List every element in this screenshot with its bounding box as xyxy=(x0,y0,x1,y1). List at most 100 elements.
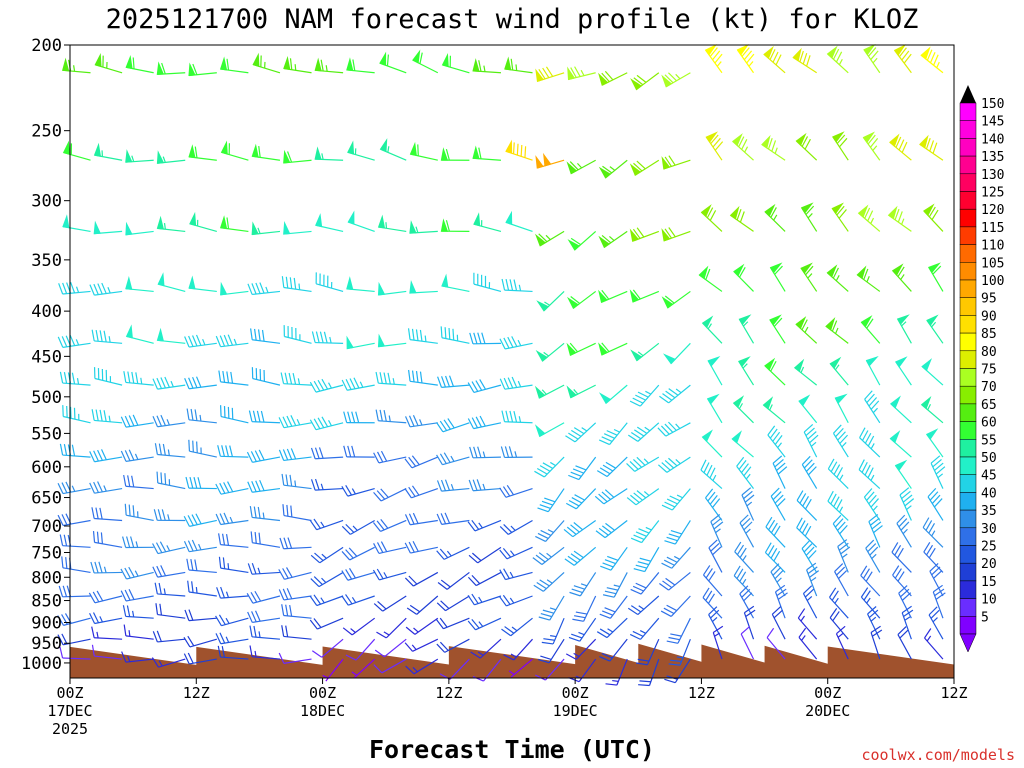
barb-325-7-flag-0 xyxy=(125,221,133,236)
barb-990-13-barb-1 xyxy=(187,652,194,664)
barb-690-1-shaft xyxy=(62,519,91,526)
barb-270-64-barb-1 xyxy=(738,136,745,148)
barb-485-34-barb-3 xyxy=(419,371,423,384)
barb-840-61-barb-2 xyxy=(708,571,716,582)
barb-635-1-barb-0 xyxy=(57,483,64,494)
colorbar-swatch-115 xyxy=(959,226,977,245)
barb-270-13 xyxy=(188,144,217,161)
barb-485-22-half-4 xyxy=(297,378,301,385)
barb-485-46 xyxy=(534,384,565,399)
barb-840-25-half-2 xyxy=(320,597,325,604)
barb-890-79-barb-1 xyxy=(900,588,910,598)
barb-635-4-barb-1 xyxy=(93,481,99,493)
barb-790-4-shaft xyxy=(94,571,123,574)
barb-585-70-barb-0 xyxy=(803,423,814,433)
barb-325-16-barb-1 xyxy=(226,217,230,229)
barb-270-43-flag-0 xyxy=(505,139,513,154)
barb-270-10-flag-0 xyxy=(156,150,165,164)
barb-690-4-barb-2 xyxy=(99,507,103,520)
barb-690-10-barb-2 xyxy=(161,509,166,521)
barb-585-34 xyxy=(404,455,439,469)
barb-890-58-barb-0 xyxy=(666,640,679,644)
barb-325-52-flag-0 xyxy=(598,235,611,249)
barb-585-7 xyxy=(120,449,154,462)
barb-215-73 xyxy=(826,45,849,74)
barb-325-70-flag-0 xyxy=(800,202,814,214)
barb-890-46-shaft xyxy=(552,617,565,645)
barb-585-7-shaft xyxy=(125,456,154,462)
barb-990-31-barb-0 xyxy=(373,664,383,674)
barb-435-34-barb-1 xyxy=(411,328,415,341)
barb-990-28 xyxy=(351,658,376,679)
barb-485-43-barb-3 xyxy=(511,376,518,388)
barb-690-40-half-2 xyxy=(478,522,483,529)
barb-940-64 xyxy=(743,605,756,640)
barb-435-70 xyxy=(795,316,818,344)
barb-270-58 xyxy=(661,155,691,170)
barb-535-46-flag-0 xyxy=(534,424,546,438)
barb-325-58-barb-1 xyxy=(664,228,673,239)
barb-840-43 xyxy=(499,594,533,607)
barb-635-28 xyxy=(341,484,375,497)
barb-635-22-half-3 xyxy=(294,480,297,487)
barb-435-16 xyxy=(215,334,249,348)
barb-940-22-barb-1 xyxy=(285,625,289,637)
barb-535-49-barb-1 xyxy=(568,432,579,440)
barb-270-58-barb-1 xyxy=(664,156,672,167)
barb-790-46-barb-2 xyxy=(539,579,550,587)
colorbar-label-35: 35 xyxy=(981,504,997,519)
barb-270-55 xyxy=(629,159,660,176)
barb-380-10-flag-0 xyxy=(157,272,165,287)
colorbar-label-150: 150 xyxy=(981,97,1004,112)
barb-535-55-half-4 xyxy=(644,426,651,432)
barb-585-67-barb-1 xyxy=(769,428,778,439)
barb-940-67-barb-1 xyxy=(773,609,783,619)
barb-585-67-barb-3 xyxy=(774,434,783,445)
barb-435-82 xyxy=(926,314,944,344)
barb-940-79-half-2 xyxy=(904,616,911,621)
barb-940-46-barb-0 xyxy=(538,658,550,664)
barb-215-61-half-4 xyxy=(716,61,722,67)
barb-270-19-flag-0 xyxy=(251,143,259,158)
barb-635-61-barb-1 xyxy=(703,462,710,473)
barb-485-58 xyxy=(659,384,691,404)
barb-690-34-shaft xyxy=(410,519,438,526)
barb-890-1 xyxy=(57,613,91,626)
barb-535-49 xyxy=(565,422,597,443)
barb-635-34-barb-0 xyxy=(404,488,412,499)
barb-535-22 xyxy=(278,415,312,429)
barb-635-64-barb-3 xyxy=(743,466,752,477)
barb-485-37 xyxy=(437,375,470,388)
barb-990-70 xyxy=(798,627,818,660)
barb-325-49-flag-0 xyxy=(567,239,581,251)
x-tick-label-0-2: 2025 xyxy=(52,720,88,738)
barb-585-31-shaft xyxy=(378,456,407,464)
barb-740-28-barb-0 xyxy=(341,551,351,561)
barb-790-64-barb-1 xyxy=(736,544,745,555)
barb-790-16 xyxy=(218,556,249,574)
barb-990-1-barb-0 xyxy=(59,646,64,659)
barb-790-70-barb-2 xyxy=(805,546,815,556)
colorbar-swatch-60 xyxy=(959,421,977,440)
barb-740-31-barb-1 xyxy=(376,542,384,553)
barb-325-13 xyxy=(189,211,217,232)
barb-585-37-barb-2 xyxy=(443,452,451,463)
colorbar-swatch-25 xyxy=(959,545,977,564)
barb-690-46-barb-1 xyxy=(537,532,549,540)
barb-435-70-half-2 xyxy=(804,326,809,333)
barb-840-10-barb-0 xyxy=(154,582,158,595)
barb-585-31-barb-0 xyxy=(373,452,380,464)
barb-535-82 xyxy=(920,396,944,424)
barb-790-37-barb-1 xyxy=(440,579,451,588)
barb-270-28 xyxy=(347,140,375,161)
barb-585-4-barb-0 xyxy=(89,451,96,463)
barb-940-16 xyxy=(215,632,249,645)
barb-380-25-shaft xyxy=(315,283,344,293)
barb-890-7-barb-0 xyxy=(122,605,127,617)
barb-990-19-shaft xyxy=(252,656,281,660)
barb-325-1-flag-0 xyxy=(62,214,70,229)
barb-990-61 xyxy=(712,625,724,660)
barb-585-67-barb-0 xyxy=(767,425,776,436)
barb-690-7-barb-1 xyxy=(128,504,131,517)
